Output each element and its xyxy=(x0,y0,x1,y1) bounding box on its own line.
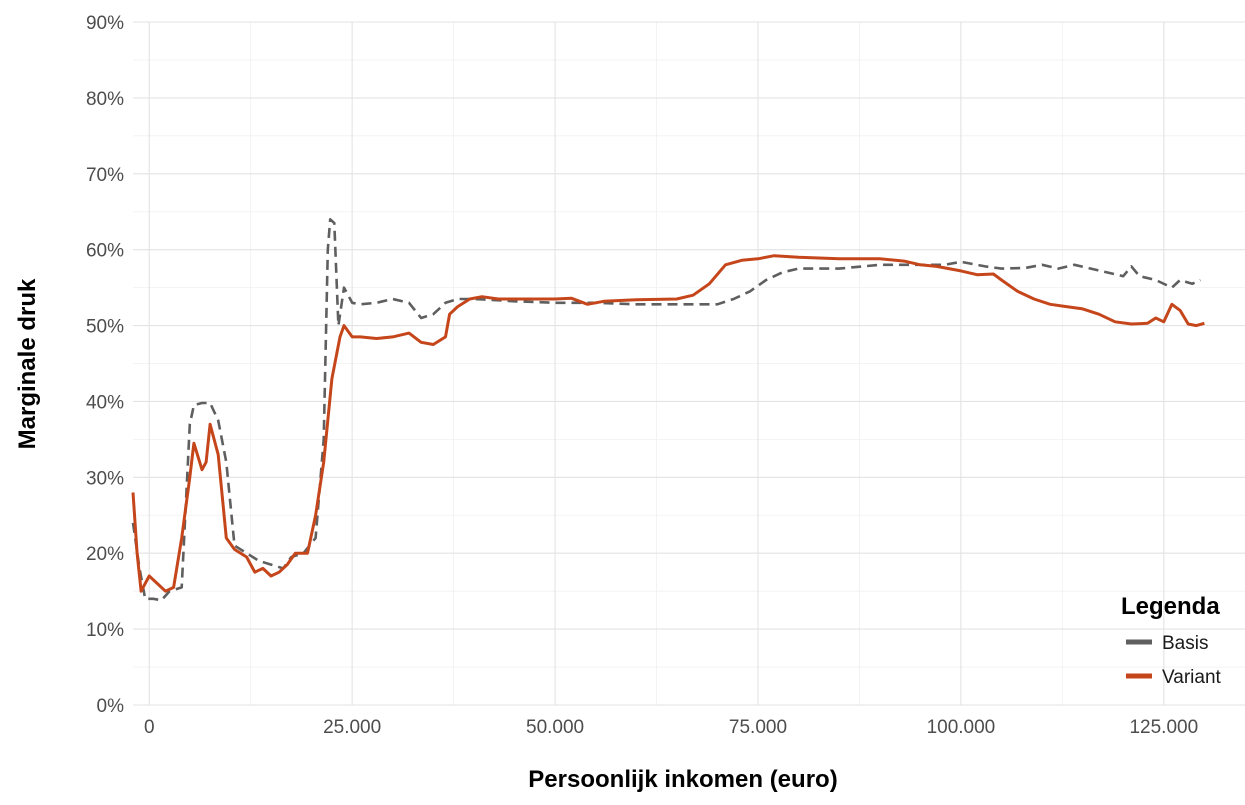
legend-title: Legenda xyxy=(1121,593,1220,620)
x-axis-ticks: 0 25.000 50.000 75.000 100.000 125.000 xyxy=(144,717,1198,738)
x-tick-label: 75.000 xyxy=(729,717,787,738)
x-tick-label: 25.000 xyxy=(323,717,381,738)
y-tick-label: 50% xyxy=(86,317,124,338)
series-layer xyxy=(131,218,1205,602)
x-tick-label: 0 xyxy=(144,717,155,738)
grid xyxy=(133,21,1245,706)
y-axis-title: Marginale druk xyxy=(14,278,41,449)
y-tick-label: 40% xyxy=(86,392,124,413)
x-tick-label: 125.000 xyxy=(1129,717,1198,738)
y-tick-label: 30% xyxy=(86,468,124,489)
legend: Legenda Basis Variant xyxy=(1121,593,1222,688)
series-line-basis xyxy=(131,218,1201,602)
y-tick-label: 70% xyxy=(86,165,124,186)
y-tick-label: 60% xyxy=(86,241,124,262)
y-tick-label: 10% xyxy=(86,620,124,641)
series-line-variant xyxy=(131,254,1205,593)
y-tick-label: 80% xyxy=(86,89,124,110)
legend-label-variant: Variant xyxy=(1162,667,1222,688)
y-tick-label: 0% xyxy=(97,696,125,717)
y-tick-label: 90% xyxy=(86,13,124,34)
y-axis-ticks: 0% 10% 20% 30% 40% 50% 60% 70% 80% 90% xyxy=(86,13,124,717)
x-tick-label: 100.000 xyxy=(927,717,996,738)
y-tick-label: 20% xyxy=(86,544,124,565)
x-axis-title: Persoonlijk inkomen (euro) xyxy=(528,766,837,793)
legend-label-basis: Basis xyxy=(1162,633,1208,654)
x-tick-label: 50.000 xyxy=(526,717,584,738)
